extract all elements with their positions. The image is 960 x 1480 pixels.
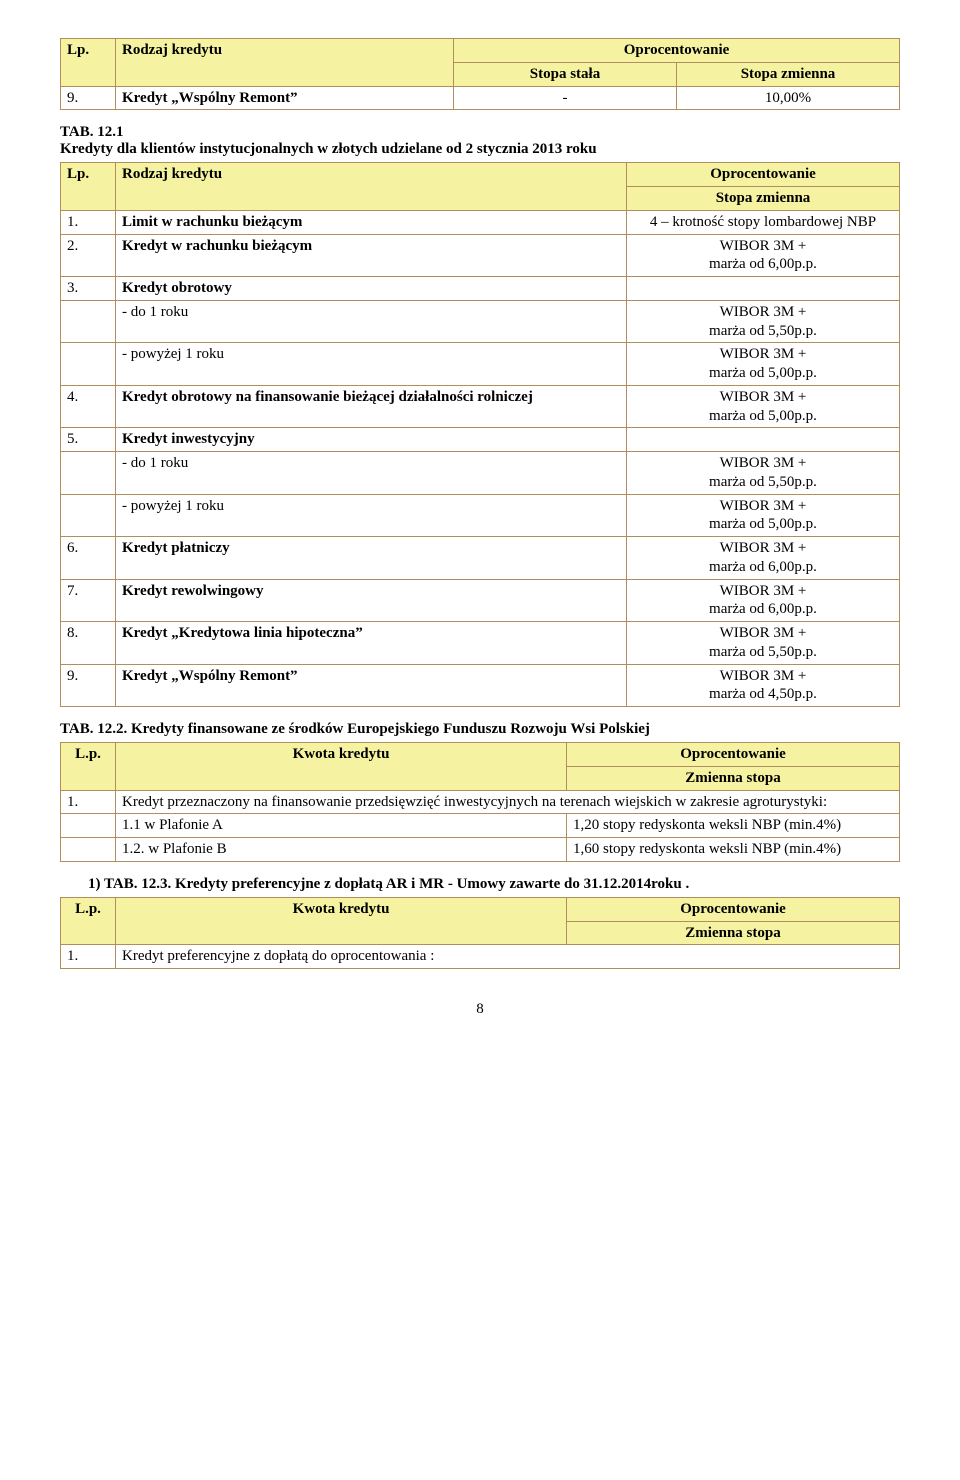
cell-name: - do 1 roku: [116, 452, 627, 495]
th-rodzaj: Rodzaj kredytu: [116, 163, 627, 211]
th-stala: Stopa stała: [454, 62, 677, 86]
cell-rate: 1,20 stopy redyskonta weksli NBP (min.4%…: [567, 814, 900, 838]
cell-stala: -: [454, 86, 677, 110]
th-kwota: Kwota kredytu: [116, 743, 567, 791]
th-rodzaj: Rodzaj kredytu: [116, 39, 454, 87]
cell-lp: [61, 494, 116, 537]
cell-lp: [61, 452, 116, 495]
cell-lp: 2.: [61, 234, 116, 277]
th-opro: Oprocentowanie: [627, 163, 900, 187]
cell-lp: 9.: [61, 664, 116, 707]
cell-rate: WIBOR 3M + marża od 5,50p.p.: [627, 300, 900, 343]
th-opro: Oprocentowanie: [567, 743, 900, 767]
table-row: 1.Kredyt przeznaczony na finansowanie pr…: [61, 790, 900, 814]
cell-rate: [627, 277, 900, 301]
cell-rate: WIBOR 3M + marża od 6,00p.p.: [627, 579, 900, 622]
cell-lp: 4.: [61, 385, 116, 428]
cell-name: Kredyt „Kredytowa linia hipoteczna”: [116, 622, 627, 665]
cell-rate: WIBOR 3M + marża od 5,50p.p.: [627, 622, 900, 665]
cell-rate: WIBOR 3M + marża od 5,00p.p.: [627, 385, 900, 428]
table-row: 5.Kredyt inwestycyjny: [61, 428, 900, 452]
cell-name: Kredyt rewolwingowy: [116, 579, 627, 622]
cell-rate: WIBOR 3M + marża od 6,00p.p.: [627, 537, 900, 580]
cell-lp: [61, 343, 116, 386]
cell-name: 1.1 w Plafonie A: [116, 814, 567, 838]
table-row: - do 1 rokuWIBOR 3M + marża od 5,50p.p.: [61, 300, 900, 343]
cell-name: - powyżej 1 roku: [116, 494, 627, 537]
th-zmienna: Zmienna stopa: [567, 921, 900, 945]
th-zmienna: Stopa zmienna: [677, 62, 900, 86]
table-row: - do 1 rokuWIBOR 3M + marża od 5,50p.p.: [61, 452, 900, 495]
cell-name: - powyżej 1 roku: [116, 343, 627, 386]
table-row: 1.Limit w rachunku bieżącym4 – krotność …: [61, 210, 900, 234]
cell-name: Kredyt preferencyjne z dopłatą do oproce…: [116, 945, 900, 969]
cell-rate: 4 – krotność stopy lombardowej NBP: [627, 210, 900, 234]
cell-name: Kredyt obrotowy: [116, 277, 627, 301]
cell-name: Kredyt przeznaczony na finansowanie prze…: [116, 790, 900, 814]
cell-lp: 1.: [61, 790, 116, 814]
cell-name: 1.2. w Plafonie B: [116, 838, 567, 862]
tab121-table: Lp. Rodzaj kredytu Oprocentowanie Stopa …: [60, 162, 900, 707]
tab122-caption: TAB. 12.2. Kredyty finansowane ze środkó…: [60, 721, 900, 738]
th-opro: Oprocentowanie: [454, 39, 900, 63]
cell-name: Kredyt obrotowy na finansowanie bieżącej…: [116, 385, 627, 428]
cell-rate: 1,60 stopy redyskonta weksli NBP (min.4%…: [567, 838, 900, 862]
th-lp: Lp.: [61, 39, 116, 87]
table-row: 1. Kredyt preferencyjne z dopłatą do opr…: [61, 945, 900, 969]
cell-zmienna: 10,00%: [677, 86, 900, 110]
cell-lp: 3.: [61, 277, 116, 301]
table-row: 1.2. w Plafonie B1,60 stopy redyskonta w…: [61, 838, 900, 862]
table-row: 1.1 w Plafonie A1,20 stopy redyskonta we…: [61, 814, 900, 838]
tab123-table: L.p. Kwota kredytu Oprocentowanie Zmienn…: [60, 897, 900, 969]
th-lp: L.p.: [61, 743, 116, 791]
th-zmienna: Zmienna stopa: [567, 766, 900, 790]
tab123-caption: 1) TAB. 12.3. Kredyty preferencyjne z do…: [60, 876, 900, 893]
tab121-caption-b: Kredyty dla klientów instytucjonalnych w…: [60, 141, 597, 157]
table-row: 6.Kredyt płatniczyWIBOR 3M + marża od 6,…: [61, 537, 900, 580]
table-row: 4.Kredyt obrotowy na finansowanie bieżąc…: [61, 385, 900, 428]
cell-lp: 1.: [61, 945, 116, 969]
top-table: Lp. Rodzaj kredytu Oprocentowanie Stopa …: [60, 38, 900, 110]
cell-lp: 6.: [61, 537, 116, 580]
cell-rate: WIBOR 3M + marża od 4,50p.p.: [627, 664, 900, 707]
th-zmienna: Stopa zmienna: [627, 187, 900, 211]
cell-rate: [627, 428, 900, 452]
cell-name: Kredyt „Wspólny Remont”: [116, 86, 454, 110]
table-row: - powyżej 1 rokuWIBOR 3M + marża od 5,00…: [61, 343, 900, 386]
cell-rate: WIBOR 3M + marża od 5,50p.p.: [627, 452, 900, 495]
th-lp: L.p.: [61, 897, 116, 945]
cell-lp: [61, 814, 116, 838]
table-row: 9. Kredyt „Wspólny Remont” - 10,00%: [61, 86, 900, 110]
cell-lp: 5.: [61, 428, 116, 452]
tab121-caption: TAB. 12.1 Kredyty dla klientów instytucj…: [60, 124, 900, 158]
table-row: 2.Kredyt w rachunku bieżącymWIBOR 3M + m…: [61, 234, 900, 277]
cell-name: - do 1 roku: [116, 300, 627, 343]
table-row: 7.Kredyt rewolwingowyWIBOR 3M + marża od…: [61, 579, 900, 622]
cell-name: Kredyt w rachunku bieżącym: [116, 234, 627, 277]
table-row: 9.Kredyt „Wspólny Remont”WIBOR 3M + marż…: [61, 664, 900, 707]
tab122-table: L.p. Kwota kredytu Oprocentowanie Zmienn…: [60, 742, 900, 862]
page-number: 8: [60, 1001, 900, 1018]
table-row: - powyżej 1 rokuWIBOR 3M + marża od 5,00…: [61, 494, 900, 537]
cell-lp: 1.: [61, 210, 116, 234]
cell-lp: 7.: [61, 579, 116, 622]
cell-rate: WIBOR 3M + marża od 6,00p.p.: [627, 234, 900, 277]
cell-lp: 9.: [61, 86, 116, 110]
cell-name: Limit w rachunku bieżącym: [116, 210, 627, 234]
tab121-caption-a: TAB. 12.1: [60, 124, 123, 140]
cell-lp: [61, 838, 116, 862]
cell-lp: [61, 300, 116, 343]
table-row: 3.Kredyt obrotowy: [61, 277, 900, 301]
cell-lp: 8.: [61, 622, 116, 665]
cell-name: Kredyt płatniczy: [116, 537, 627, 580]
table-row: 8.Kredyt „Kredytowa linia hipoteczna”WIB…: [61, 622, 900, 665]
th-kwota: Kwota kredytu: [116, 897, 567, 945]
cell-rate: WIBOR 3M + marża od 5,00p.p.: [627, 343, 900, 386]
cell-name: Kredyt inwestycyjny: [116, 428, 627, 452]
cell-rate: WIBOR 3M + marża od 5,00p.p.: [627, 494, 900, 537]
th-lp: Lp.: [61, 163, 116, 211]
cell-name: Kredyt „Wspólny Remont”: [116, 664, 627, 707]
th-opro: Oprocentowanie: [567, 897, 900, 921]
